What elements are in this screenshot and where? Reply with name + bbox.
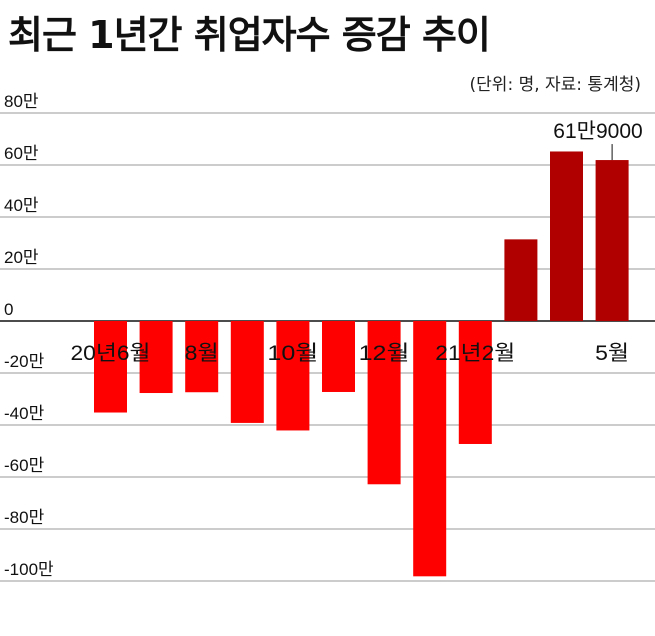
x-tick-label: 8월 <box>185 342 219 365</box>
y-tick-label: 0 <box>4 300 13 319</box>
x-tick-label: 10월 <box>267 342 318 365</box>
bar <box>458 321 492 444</box>
y-tick-label: -20만 <box>4 352 45 371</box>
bar <box>94 321 127 413</box>
bar <box>276 321 310 431</box>
bar <box>139 321 173 394</box>
y-tick-label: 20만 <box>4 248 39 267</box>
x-tick-label: 21년2월 <box>435 342 515 365</box>
bar <box>230 321 264 423</box>
bar <box>504 239 538 321</box>
bar <box>413 321 447 577</box>
y-tick-label: -100만 <box>4 560 54 579</box>
y-tick-label: 60만 <box>4 144 39 163</box>
bar <box>367 321 401 485</box>
bar <box>185 321 219 393</box>
x-tick-label: 5월 <box>595 342 629 365</box>
chart-subtitle: (단위: 명, 자료: 통계청) <box>469 75 641 95</box>
y-tick-label: -80만 <box>4 508 45 527</box>
x-tick-label: 20년6월 <box>71 342 151 365</box>
bar <box>595 160 629 321</box>
bars-layer <box>94 151 629 577</box>
y-tick-label: 40만 <box>4 196 39 215</box>
y-tick-label: -40만 <box>4 404 45 423</box>
chart-title: 최근 1년간 취업자수 증감 추이 <box>8 13 491 57</box>
y-tick-label: 80만 <box>4 92 39 111</box>
bar <box>322 321 355 392</box>
bar <box>550 151 583 321</box>
labels-layer: 80만 60만 40만 20만 0 -20만 -40만 -60만 -80만 -100만 20년6월 8… <box>4 92 643 579</box>
annotation-label: 61만9000 <box>553 120 642 143</box>
y-tick-label: -60만 <box>4 456 45 475</box>
x-tick-label: 12월 <box>359 342 410 365</box>
